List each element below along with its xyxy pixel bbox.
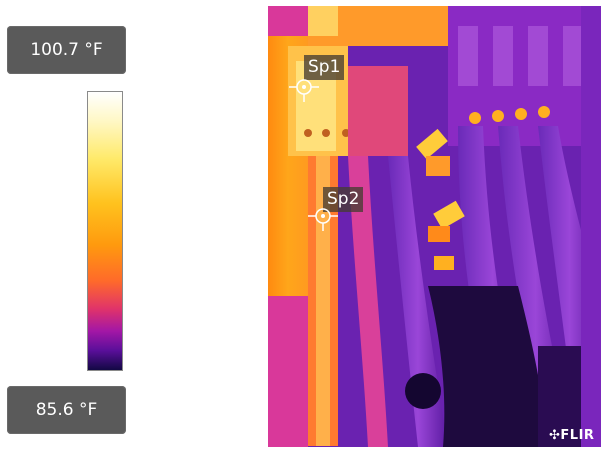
flir-logo-text: FLIR [560,428,595,443]
flir-logo: ✣FLIR [549,428,594,443]
flir-mark-icon: ✣ [549,428,561,443]
max-temperature-box: 100.7 °F [7,26,126,74]
temperature-scale-bar [87,91,123,371]
spot-1-crosshair-icon[interactable] [289,72,319,102]
min-temperature-value: 85.6 °F [35,400,98,420]
spot-2-label: Sp2 [323,187,364,212]
min-temperature-box: 85.6 °F [7,386,126,434]
thermal-image [268,6,601,447]
spot-2-crosshair-icon[interactable] [308,201,338,231]
spot-1-label: Sp1 [304,55,345,80]
max-temperature-value: 100.7 °F [30,40,103,60]
